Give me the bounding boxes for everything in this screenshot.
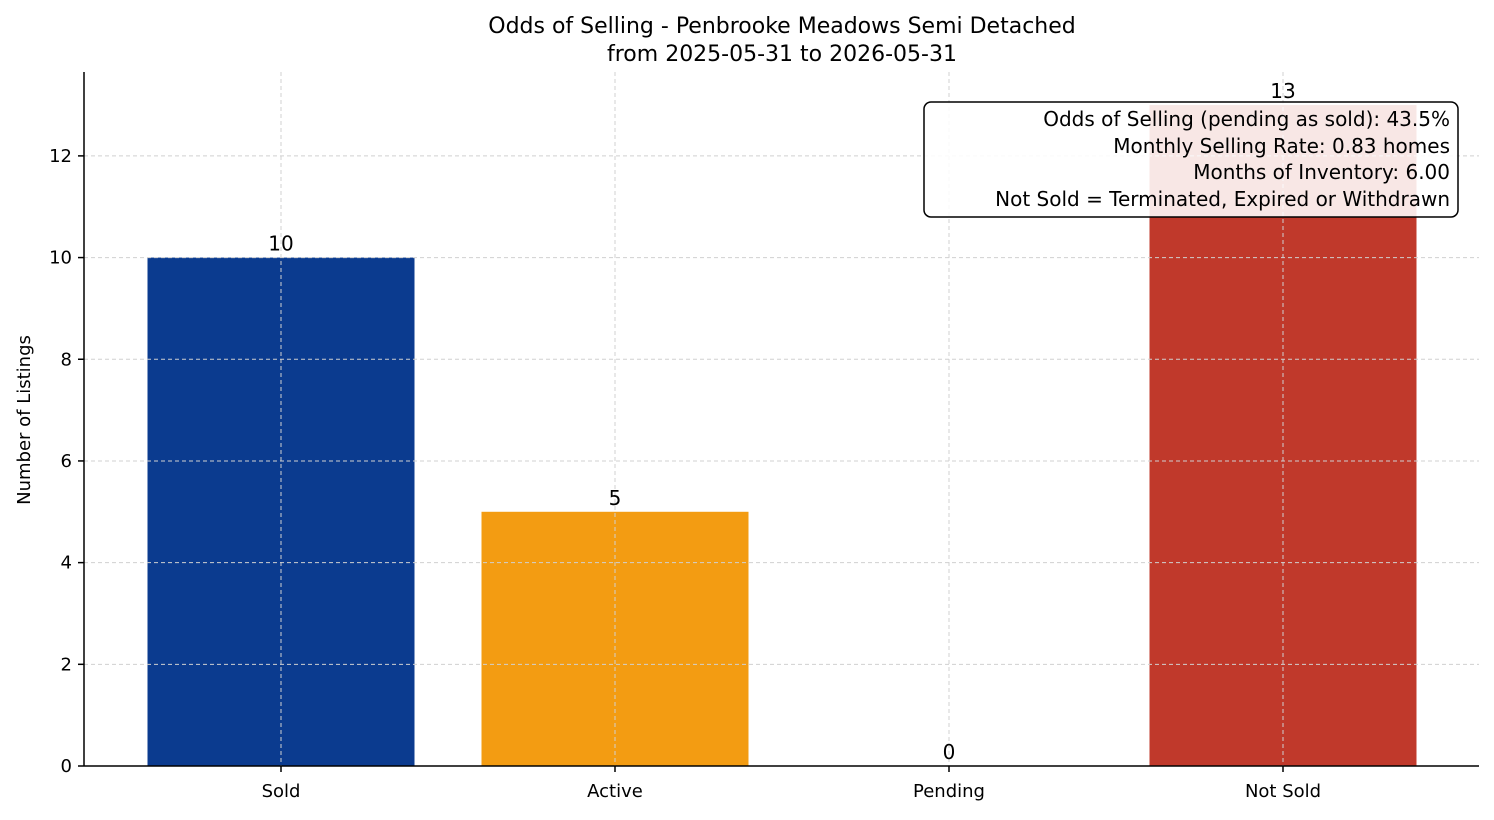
y-tick-label: 12 — [49, 146, 72, 167]
y-tick-label: 2 — [61, 654, 72, 675]
y-axis-label: Number of Listings — [14, 335, 35, 505]
y-tick-label: 10 — [49, 248, 72, 269]
info-months-of-inventory: Months of Inventory: 6.00 — [1193, 160, 1450, 184]
info-odds-of-selling: Odds of Selling (pending as sold): 43.5% — [1043, 107, 1450, 131]
y-tick-label: 0 — [61, 756, 72, 777]
chart-subtitle: from 2025-05-31 to 2026-05-31 — [607, 42, 957, 67]
y-tick-label: 4 — [61, 553, 72, 574]
axes-layer — [83, 72, 1479, 767]
y-tick-label: 6 — [61, 451, 72, 472]
info-monthly-selling-rate: Monthly Selling Rate: 0.83 homes — [1113, 134, 1450, 158]
x-tick-label-pending: Pending — [913, 781, 985, 802]
value-label-sold: 10 — [268, 232, 293, 256]
ticks-layer: 0 2 4 6 8 10 12 Sold Active Pending Not Sold — [49, 146, 1321, 802]
info-box-background — [923, 101, 1459, 218]
value-label-active: 5 — [609, 486, 622, 510]
info-not-sold-definition: Not Sold = Terminated, Expired or Withdr… — [995, 187, 1450, 211]
x-tick-label-sold: Sold — [262, 781, 301, 802]
value-label-pending: 0 — [943, 740, 956, 764]
chart-title: Odds of Selling - Penbrooke Meadows Semi… — [488, 14, 1076, 39]
y-tick-label: 8 — [61, 349, 72, 370]
value-label-not-sold: 13 — [1270, 79, 1295, 103]
x-tick-label-not-sold: Not Sold — [1245, 781, 1321, 802]
value-labels-layer: 10 5 0 13 — [268, 79, 1295, 764]
x-tick-label-active: Active — [587, 781, 643, 802]
info-box: Odds of Selling (pending as sold): 43.5%… — [923, 101, 1459, 218]
